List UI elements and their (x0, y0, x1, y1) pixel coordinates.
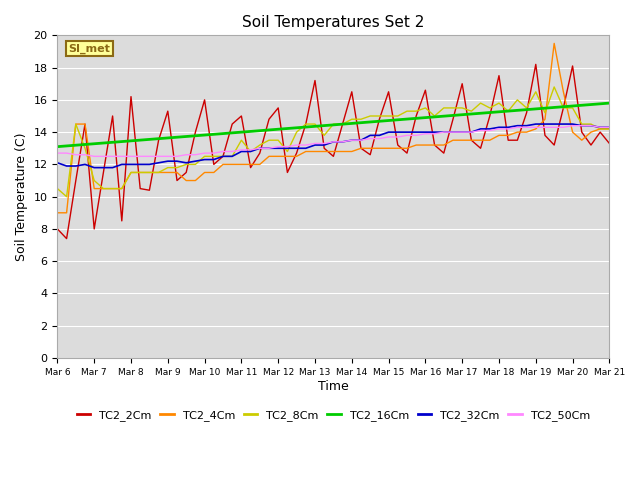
TC2_32Cm (256, 145, 264, 151)
TC2_2Cm (256, 150, 264, 156)
TC2_50Cm (569, 123, 577, 129)
TC2_50Cm (605, 124, 613, 130)
TC2_32Cm (550, 121, 558, 127)
TC2_8Cm (605, 126, 613, 132)
TC2_50Cm (541, 124, 549, 130)
TC2_8Cm (191, 162, 199, 168)
TC2_50Cm (191, 152, 199, 157)
TC2_4Cm (385, 145, 392, 151)
TC2_2Cm (54, 226, 61, 232)
TC2_50Cm (357, 137, 365, 143)
TC2_50Cm (90, 154, 98, 159)
Y-axis label: Soil Temperature (C): Soil Temperature (C) (15, 132, 28, 261)
Legend: TC2_2Cm, TC2_4Cm, TC2_8Cm, TC2_16Cm, TC2_32Cm, TC2_50Cm: TC2_2Cm, TC2_4Cm, TC2_8Cm, TC2_16Cm, TC2… (72, 406, 594, 425)
TC2_32Cm (605, 124, 613, 130)
TC2_4Cm (550, 40, 558, 46)
TC2_50Cm (394, 134, 402, 140)
TC2_32Cm (191, 158, 199, 164)
Text: SI_met: SI_met (68, 43, 110, 54)
TC2_8Cm (63, 194, 70, 200)
TC2_8Cm (256, 142, 264, 148)
TC2_2Cm (173, 178, 181, 183)
TC2_2Cm (550, 142, 558, 148)
Line: TC2_8Cm: TC2_8Cm (58, 87, 609, 197)
TC2_4Cm (247, 162, 255, 168)
TC2_4Cm (605, 126, 613, 132)
TC2_32Cm (532, 121, 540, 127)
TC2_32Cm (54, 160, 61, 166)
TC2_8Cm (173, 165, 181, 170)
TC2_50Cm (173, 154, 181, 159)
TC2_32Cm (173, 158, 181, 164)
TC2_32Cm (90, 165, 98, 170)
TC2_8Cm (394, 113, 402, 119)
TC2_4Cm (182, 178, 190, 183)
TC2_4Cm (532, 126, 540, 132)
Line: TC2_32Cm: TC2_32Cm (58, 124, 609, 168)
Line: TC2_2Cm: TC2_2Cm (58, 64, 609, 239)
TC2_4Cm (348, 149, 356, 155)
TC2_8Cm (541, 110, 549, 116)
TC2_2Cm (357, 145, 365, 151)
TC2_4Cm (164, 169, 172, 175)
TC2_8Cm (357, 116, 365, 122)
Line: TC2_50Cm: TC2_50Cm (58, 126, 609, 156)
TC2_2Cm (532, 61, 540, 67)
TC2_2Cm (394, 142, 402, 148)
TC2_32Cm (357, 137, 365, 143)
TC2_2Cm (63, 236, 70, 241)
Line: TC2_4Cm: TC2_4Cm (58, 43, 609, 213)
Title: Soil Temperatures Set 2: Soil Temperatures Set 2 (242, 15, 424, 30)
TC2_2Cm (605, 141, 613, 146)
TC2_50Cm (54, 150, 61, 156)
X-axis label: Time: Time (318, 380, 349, 393)
TC2_8Cm (550, 84, 558, 90)
TC2_50Cm (256, 145, 264, 151)
TC2_8Cm (54, 186, 61, 192)
TC2_32Cm (394, 129, 402, 135)
TC2_4Cm (54, 210, 61, 216)
TC2_2Cm (191, 129, 199, 135)
